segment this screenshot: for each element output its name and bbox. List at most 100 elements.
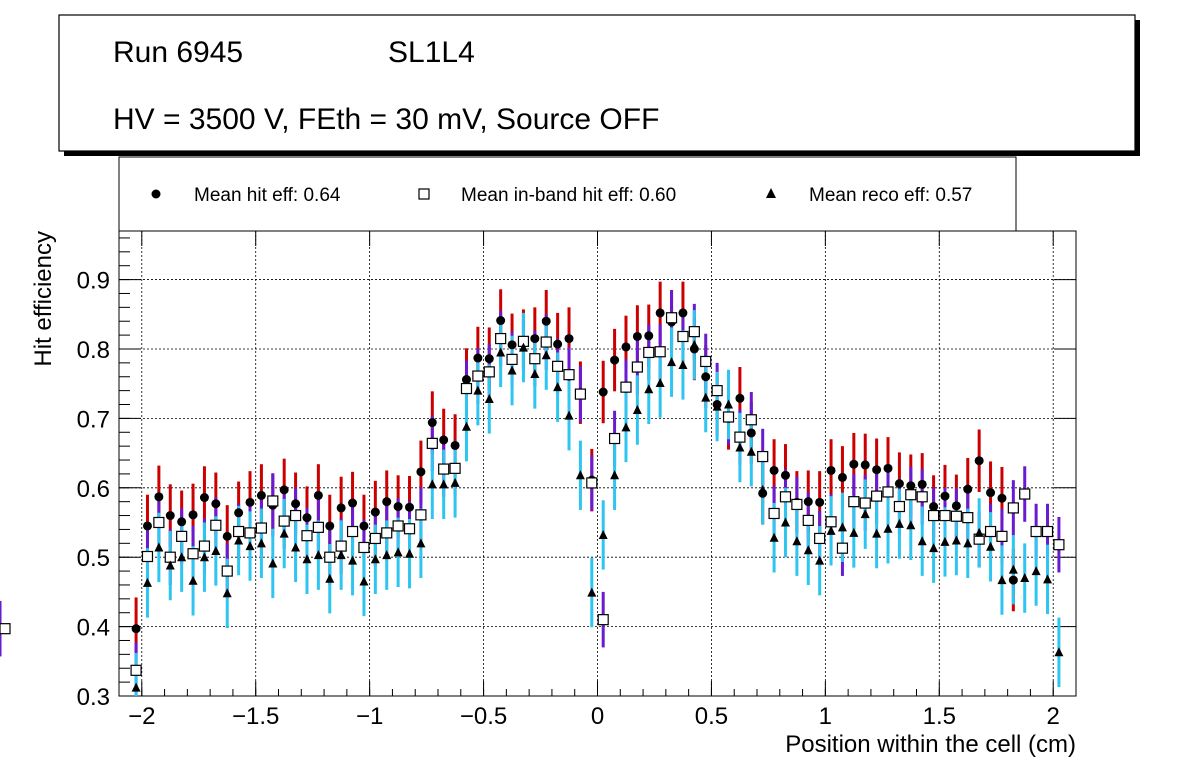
point-hit-eff [393,502,403,512]
point-inband-eff [700,355,712,368]
point-inband-eff [825,516,837,528]
point-hit-eff [883,463,893,473]
point-reco-eff [826,525,836,535]
y-tick-label: 0.9 [77,268,110,295]
point-hit-eff [142,521,152,531]
x-tick-label: 2 [1047,703,1060,730]
point-inband-eff [324,551,336,563]
point-reco-eff [735,442,745,452]
point-inband-eff [927,509,940,522]
point-hit-eff [872,465,882,475]
point-reco-eff [644,384,654,394]
legend-marker-triangle [766,188,776,198]
point-inband-eff [460,382,473,395]
point-hit-eff [199,493,209,503]
point-hit-eff [234,508,244,518]
point-inband-eff [449,462,461,474]
point-inband-eff [688,326,700,338]
point-reco-eff [496,347,506,357]
point-reco-eff [541,350,551,360]
point-inband-eff [233,525,245,538]
point-reco-eff [860,509,870,519]
point-reco-eff [849,527,859,537]
point-reco-eff [678,359,688,369]
point-inband-eff [620,381,632,393]
point-inband-eff [176,530,188,542]
point-reco-eff [872,528,882,538]
point-reco-eff [325,573,335,583]
point-hit-eff [632,331,642,341]
point-reco-eff [348,555,358,565]
point-hit-eff [530,334,540,344]
point-inband-eff [563,369,575,381]
point-inband-eff [734,431,746,443]
point-inband-eff [768,507,780,520]
point-reco-eff [154,542,164,552]
point-reco-eff [1031,566,1041,576]
point-reco-eff [655,377,665,387]
point-reco-eff [929,543,939,553]
point-hit-eff [427,418,437,428]
point-inband-eff [529,353,541,365]
point-hit-eff [1008,575,1018,585]
point-inband-eff [574,388,587,400]
point-hit-eff [986,488,996,498]
point-hit-eff [803,497,813,507]
point-hit-eff [291,499,301,509]
point-hit-eff [974,456,984,466]
point-reco-eff [951,535,961,545]
point-reco-eff [359,576,369,586]
point-inband-eff [278,515,290,527]
point-inband-eff [757,450,769,463]
point-reco-eff [906,520,916,530]
point-reco-eff [382,550,392,560]
point-hit-eff [849,459,859,469]
point-inband-eff [381,527,393,539]
point-reco-eff [883,523,893,533]
point-reco-eff [177,552,187,562]
point-inband-eff [631,361,643,373]
legend-label-inband-eff: Mean in-band hit eff: 0.60 [461,185,676,206]
point-reco-eff [963,538,973,548]
point-hit-eff [450,440,460,450]
point-hit-eff [894,479,904,489]
point-hit-eff [997,493,1007,503]
point-inband-eff [597,614,609,626]
point-inband-eff [415,509,427,521]
point-hit-eff [211,499,221,509]
point-reco-eff [336,550,346,560]
point-inband-eff [665,312,678,324]
point-reco-eff [986,541,996,551]
point-inband-eff [905,489,917,501]
x-tick-label: −1.5 [232,703,279,730]
point-inband-eff [939,509,951,522]
point-inband-eff [289,509,302,522]
point-reco-eff [234,535,244,545]
point-hit-eff [416,467,426,477]
point-inband-eff [677,330,689,343]
point-reco-eff [746,446,756,456]
point-reco-eff [199,552,209,562]
point-reco-eff [484,393,494,403]
legend-marker-circle [151,189,161,199]
point-inband-eff [722,411,735,423]
y-tick-label: 0.5 [77,545,110,572]
point-reco-eff [997,575,1007,585]
point-inband-eff [848,496,860,508]
point-inband-eff [779,491,792,503]
point-inband-eff [608,432,621,445]
point-reco-eff [188,575,198,585]
point-inband-eff [369,532,381,545]
y-tick-label: 0.4 [77,615,110,642]
point-hit-eff [701,372,711,382]
x-axis-label: Position within the cell (cm) [785,731,1076,758]
point-hit-eff [302,513,312,523]
point-reco-eff [769,532,779,542]
point-inband-eff [1007,502,1019,514]
point-reco-eff [393,547,403,557]
point-inband-eff [962,512,974,524]
point-hit-eff [564,334,574,344]
y-tick-label: 0.7 [77,406,110,433]
point-inband-eff [814,532,826,545]
